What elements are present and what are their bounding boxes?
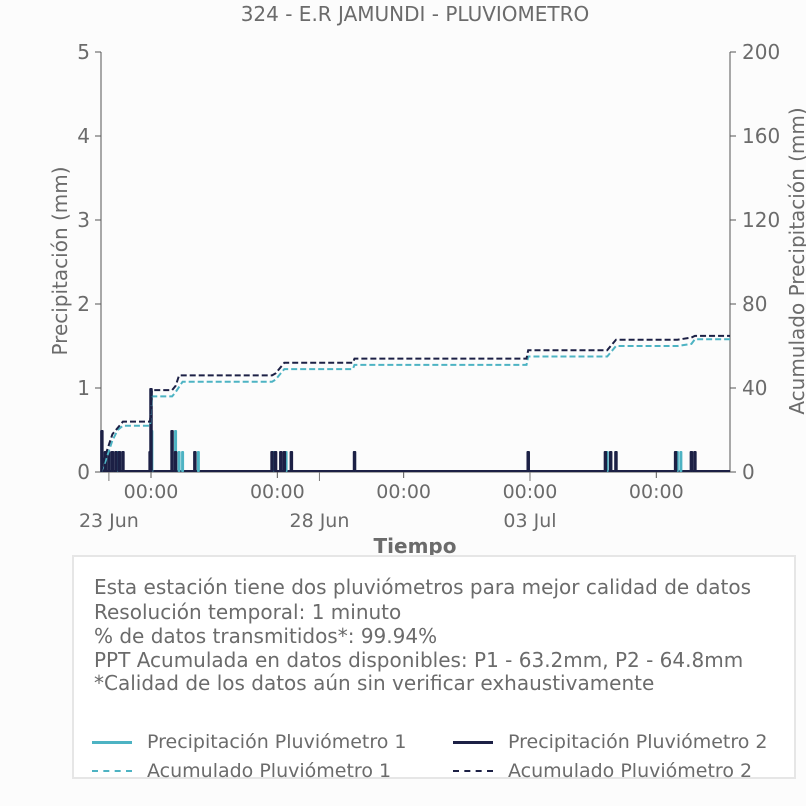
info-box: Esta estación tiene dos pluviómetros par… [72, 555, 796, 782]
x-axis-label: Tiempo [374, 534, 457, 558]
precip-bar [689, 451, 694, 472]
precip-bar [196, 451, 200, 472]
y-left-tick-label: 3 [77, 208, 90, 232]
precip-bar [193, 451, 197, 472]
y-left-tick-label: 4 [77, 124, 90, 148]
x-date-label: 28 Jun [289, 510, 349, 532]
legend-swatch-dashed-icon [453, 770, 493, 772]
y-right-tick-label: 40 [742, 376, 767, 400]
precip-bar [170, 430, 174, 472]
accumulated-line [100, 338, 730, 473]
y-left-tick-label: 1 [77, 376, 90, 400]
legend-label: Acumulado Pluviómetro 2 [508, 760, 753, 782]
precip-bar [282, 451, 287, 472]
precip-bar [177, 451, 181, 472]
precip-bar [110, 451, 115, 472]
y-axis-left-label: Precipitación (mm) [48, 166, 72, 355]
x-tick-label: 00:00 [124, 481, 179, 503]
rainfall-chart: 324 - E.R JAMUNDI - PLUVIOMETRO 0 1 2 3 4 5 0 4… [48, 2, 806, 558]
y-right-tick-label: 80 [742, 292, 767, 316]
y-right-tick-label: 120 [742, 208, 780, 232]
info-line-resolution: Resolución temporal: 1 minuto [94, 600, 402, 624]
x-date-label: 03 Jul [503, 510, 556, 532]
precip-bar [279, 451, 283, 472]
precip-bar [526, 451, 530, 472]
accumulated-line [100, 334, 730, 473]
info-line-transmitted: % de datos transmitidos*: 99.94% [94, 624, 438, 648]
x-tick-label: 00:00 [629, 481, 684, 503]
legend-swatch-dashed-icon [92, 770, 132, 772]
y-left-tick-label: 5 [77, 40, 90, 64]
precip-bar [673, 451, 678, 472]
legend-item-accum-p2: Acumulado Pluviómetro 2 [453, 760, 752, 782]
x-tick-label: 00:00 [250, 481, 305, 503]
y-axis-right-label: Acumulado Precipitación (mm) [785, 107, 806, 414]
info-line-accumulated: PPT Acumulada en datos disponibles: P1 -… [94, 648, 744, 672]
legend-item-accum-p1: Acumulado Pluviómetro 1 [92, 760, 391, 782]
y-right-tick-label: 200 [742, 40, 780, 64]
chart-axes: 0 1 2 3 4 5 0 40 80 120 160 200 00:00 00:00 00:00 00:00… [77, 40, 780, 532]
precip-bar [107, 451, 111, 472]
legend-label: Acumulado Pluviómetro 1 [147, 760, 392, 782]
precip-bar [603, 451, 608, 472]
x-tick-label: 00:00 [503, 481, 558, 503]
precip-bar [173, 451, 178, 472]
y-left-tick-label: 2 [77, 292, 90, 316]
chart-title: 324 - E.R JAMUNDI - PLUVIOMETRO [241, 2, 590, 26]
info-line-stations: Esta estación tiene dos pluviómetros par… [94, 575, 752, 599]
legend-label: Precipitación Pluviómetro 1 [147, 731, 407, 753]
legend-item-precip-p2: Precipitación Pluviómetro 2 [453, 731, 768, 753]
precip-bar [273, 451, 278, 472]
precip-bar [614, 451, 618, 472]
precip-bar [289, 451, 294, 472]
precip-bar [693, 451, 697, 472]
precip-bar [121, 451, 125, 472]
precip-bar [270, 451, 274, 472]
precip-bar [114, 451, 118, 472]
y-right-tick-label: 160 [742, 124, 780, 148]
precip-bar [100, 430, 104, 472]
legend-swatch-solid-icon [92, 740, 132, 744]
precip-bar [608, 451, 613, 472]
legend-swatch-solid-icon [453, 740, 493, 744]
x-tick-label: 00:00 [376, 481, 431, 503]
legend-item-precip-p1: Precipitación Pluviómetro 1 [92, 731, 407, 753]
y-right-tick-label: 0 [742, 460, 755, 484]
precip-bar [181, 451, 185, 472]
chart-marks [100, 334, 730, 473]
legend-label: Precipitación Pluviómetro 2 [508, 731, 768, 753]
precip-bar [117, 451, 122, 472]
info-line-quality: *Calidad de los datos aún sin verificar … [94, 671, 655, 695]
y-left-tick-label: 0 [77, 460, 90, 484]
precip-bar [679, 451, 683, 472]
x-date-label: 23 Jun [79, 510, 139, 532]
precip-bar [352, 451, 357, 472]
